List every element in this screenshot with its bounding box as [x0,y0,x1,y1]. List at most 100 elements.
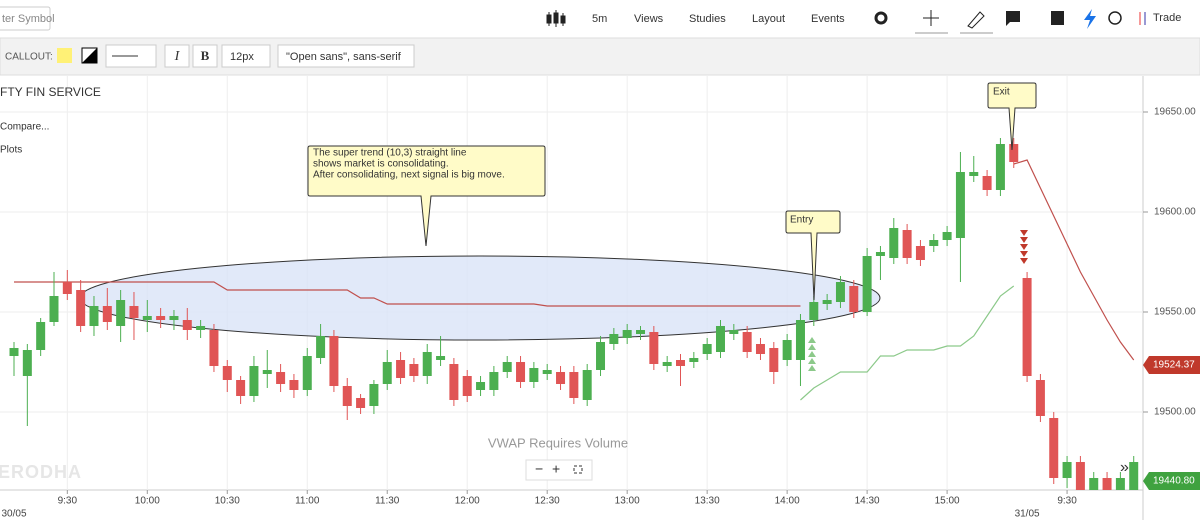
candle-body [769,348,779,372]
callout-label: CALLOUT: [5,52,53,63]
candle-body [902,230,912,258]
candle-body [369,384,379,406]
x-tick-label: 9:30 [58,496,78,507]
candle-body [795,320,805,360]
x-tick-label: 13:30 [695,496,720,507]
symbol-input[interactable] [0,6,51,31]
candle-body [502,362,512,372]
candle-body [222,366,232,380]
candle-body [1022,278,1032,376]
candle-body [476,382,486,390]
zoom-reset[interactable] [573,465,583,474]
candle-body [849,286,859,312]
candle-body [689,358,699,362]
y-tick-label: 19600.00 [1154,207,1196,218]
bolt-icon[interactable] [1084,9,1096,29]
plots-link[interactable]: Plots [0,145,22,156]
trade-button[interactable]: Trade [1153,12,1181,24]
settings-icon[interactable] [874,11,888,25]
callout[interactable] [307,145,546,247]
candle-body [129,306,139,318]
zoom-in[interactable]: + [552,461,560,477]
menu[interactable]: Events [811,13,845,25]
refresh-icon[interactable] [1108,11,1122,25]
list-icon[interactable] [1051,11,1064,25]
x-tick-label: 10:30 [215,496,240,507]
x-tick-label: 13:00 [615,496,640,507]
candle-body [1115,478,1125,490]
candle-body [542,370,552,374]
x-tick-label: 14:00 [775,496,800,507]
candle-body [822,300,832,304]
candle-body [662,362,672,366]
candle-body [1009,144,1019,162]
price-tag [1143,472,1200,490]
candle-body [915,246,925,260]
zoom-out[interactable]: − [535,461,543,477]
candle-body [636,330,646,334]
candle-body [649,332,659,364]
menu[interactable]: Views [634,13,664,25]
callout-text: shows market is consolidating. [313,159,449,170]
vwap-notice: VWAP Requires Volume [488,435,628,450]
candle-body [142,316,152,320]
buy-arrows [808,337,816,371]
candle-body [1129,462,1139,490]
candle-body [196,326,206,330]
candle-body [116,300,126,326]
candle-body [449,364,459,400]
font-family-select[interactable] [277,44,415,68]
candle-body [529,368,539,382]
candle-body [556,372,566,384]
price-tag-label: 19440.80 [1153,476,1195,487]
candle-icon[interactable] [546,10,566,27]
pencil-icon[interactable] [967,11,985,29]
candle-body [969,172,979,176]
compare-link[interactable]: Compare... [0,122,49,133]
candle-body [676,360,685,366]
symbol-placeholder: ter Symbol [2,13,55,25]
interval[interactable]: 5m [592,13,607,25]
menu[interactable]: Studies [689,13,726,25]
chat-icon[interactable] [1006,11,1020,26]
candle-body [9,348,19,356]
entry-callout[interactable] [785,210,841,301]
scroll-right[interactable]: » [1120,459,1129,476]
candle-body [76,290,86,326]
candle-body [596,342,606,370]
callout-text: After consolidating, next signal is big … [313,170,505,181]
candle-body [262,370,272,374]
trade-icon[interactable] [1139,12,1146,25]
bold-button[interactable] [192,44,218,68]
date-label: 31/05 [1015,509,1040,520]
candle-body [289,380,299,390]
candle-body [409,364,419,376]
menu[interactable]: Layout [752,13,785,25]
candle-body [955,172,965,238]
candle-body [862,256,872,312]
line-color-half [82,48,97,63]
candle-body [62,282,72,294]
font-size-select[interactable] [221,44,271,68]
candle-body [462,376,472,396]
x-tick-label: 12:00 [455,496,480,507]
x-tick-label: 14:30 [855,496,880,507]
candle-body [36,322,46,350]
top-toolbar [0,0,1200,38]
italic-button[interactable] [164,44,190,68]
candle-body [1102,478,1112,490]
candle-body [1035,380,1045,416]
font-size: 12px [230,51,254,63]
fill-color[interactable] [57,48,72,63]
exit-callout[interactable] [987,82,1037,151]
candle-body [889,228,899,258]
symbol-name: FTY FIN SERVICE [0,85,101,99]
x-tick-label: 11:30 [375,496,400,507]
candle-body [582,370,592,400]
candle-body [329,336,339,386]
candle-body [715,326,725,352]
crosshair-icon[interactable] [923,10,939,26]
price-tag [1143,356,1200,374]
y-tick-label: 19650.00 [1154,107,1196,118]
callout-text: The super trend (10,3) straight line [313,148,467,159]
